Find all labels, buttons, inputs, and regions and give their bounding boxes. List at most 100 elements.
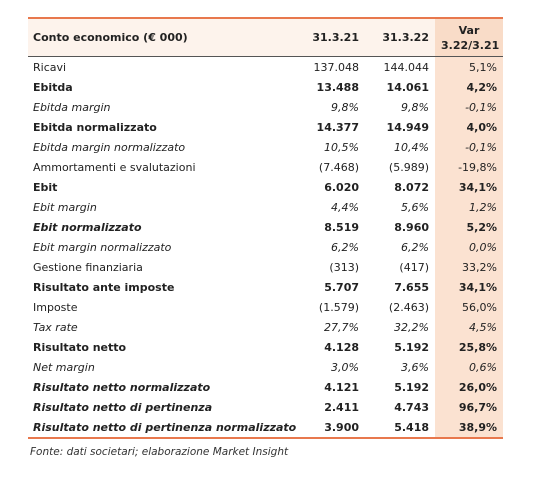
cell-value: 4.121 — [324, 380, 359, 394]
cell-value: 33,2% — [435, 257, 503, 277]
cell-value: 25,8% — [435, 337, 503, 357]
table-row: Ebitda margin 9,8% 9,8% -0,1% — [28, 97, 503, 117]
cell-value: 14.949 — [386, 120, 429, 134]
cell-value: (2.463) — [388, 300, 429, 314]
cell-value: 8.519 — [324, 220, 359, 234]
row-label: Risultato netto — [33, 340, 127, 354]
table-row: Risultato netto di pertinenza normalizza… — [28, 417, 503, 439]
cell-value: 0,0% — [435, 237, 503, 257]
table-row: Ricavi 137.048 144.044 5,1% — [28, 56, 503, 77]
row-label: Ricavi — [33, 60, 67, 74]
cell-value: 10,5% — [324, 140, 359, 154]
cell-value: 26,0% — [435, 377, 503, 397]
header-text: 3.22/3.21 — [441, 38, 500, 52]
cell-value: 6,2% — [331, 240, 359, 254]
header-row: Conto economico (€ 000) 31.3.21 31.3.22 … — [28, 17, 503, 57]
row-label: Risultato netto normalizzato — [33, 380, 211, 394]
cell-value: 3,6% — [401, 360, 429, 374]
row-label: Ebit normalizzato — [33, 220, 142, 234]
cell-value: 5,6% — [401, 200, 429, 214]
table-row: Ebit 6.020 8.072 34,1% — [28, 177, 503, 197]
cell-value: (1.579) — [318, 300, 359, 314]
row-label: Ebitda — [33, 80, 73, 94]
row-label: Ebitda normalizzato — [33, 120, 157, 134]
cell-value: 4,5% — [435, 317, 503, 337]
cell-value: 34,1% — [435, 277, 503, 297]
cell-value: 3,0% — [331, 360, 359, 374]
cell-value: 4.743 — [394, 400, 429, 414]
cell-value: 5.418 — [365, 417, 435, 439]
cell-value: (313) — [329, 260, 359, 274]
cell-value: 5.192 — [394, 340, 429, 354]
header-cell: Var 3.22/3.21 — [435, 17, 503, 57]
row-label: Ebit margin — [33, 200, 97, 214]
row-label: Imposte — [33, 300, 78, 314]
cell-value: 1,2% — [435, 197, 503, 217]
cell-value: 14.377 — [316, 120, 359, 134]
footnote: Fonte: dati societari; elaborazione Mark… — [30, 446, 289, 458]
row-label: Risultato netto di pertinenza — [33, 400, 213, 414]
table-row: Ammortamenti e svalutazioni (7.468) (5.989… — [28, 157, 503, 177]
header-cell: Conto economico (€ 000) — [28, 17, 305, 57]
cell-value: 5.707 — [324, 280, 359, 294]
row-label: Net margin — [33, 360, 95, 374]
cell-value: 13.488 — [316, 80, 359, 94]
row-label: Ebitda margin normalizzato — [33, 140, 186, 154]
cell-value: 4,2% — [435, 77, 503, 97]
table-row: Imposte (1.579) (2.463) 56,0% — [28, 297, 503, 317]
table-row: Ebitda margin normalizzato 10,5% 10,4% -0,1… — [28, 137, 503, 157]
row-label: Tax rate — [33, 320, 78, 334]
cell-value: 34,1% — [435, 177, 503, 197]
cell-value: 9,8% — [331, 100, 359, 114]
cell-value: 5,1% — [435, 56, 503, 77]
row-label: Ebit — [33, 180, 58, 194]
table-body: Ricavi 137.048 144.044 5,1% Ebitda 13.488 14.0… — [28, 56, 503, 439]
row-label: Ammortamenti e svalutazioni — [33, 160, 196, 174]
table-row: Risultato netto 4.128 5.192 25,8% — [28, 337, 503, 357]
table-row: Gestione finanziaria (313) (417) 33,2% — [28, 257, 503, 277]
row-label: Ebit margin normalizzato — [33, 240, 172, 254]
cell-value: 32,2% — [394, 320, 429, 334]
cell-value: 4,0% — [435, 117, 503, 137]
cell-value: 10,4% — [394, 140, 429, 154]
cell-value: 137.048 — [313, 60, 360, 74]
cell-value: 4.128 — [324, 340, 359, 354]
cell-value: 8.072 — [394, 180, 429, 194]
cell-value: 4,4% — [331, 200, 359, 214]
cell-value: 3.900 — [305, 417, 365, 439]
cell-value: 27,7% — [324, 320, 359, 334]
cell-value: 7.655 — [394, 280, 429, 294]
cell-value: (417) — [399, 260, 429, 274]
cell-value: 6.020 — [324, 180, 359, 194]
cell-value: 9,8% — [401, 100, 429, 114]
row-label: Ebitda margin — [33, 100, 111, 114]
cell-value: 5,2% — [435, 217, 503, 237]
cell-value: 56,0% — [435, 297, 503, 317]
table-row: Tax rate 27,7% 32,2% 4,5% — [28, 317, 503, 337]
cell-value: 2.411 — [324, 400, 359, 414]
cell-value: 0,6% — [435, 357, 503, 377]
cell-value: -19,8% — [435, 157, 503, 177]
cell-value: 8.960 — [394, 220, 429, 234]
row-label: Risultato netto di pertinenza normalizza… — [28, 417, 305, 439]
cell-value: -0,1% — [435, 97, 503, 117]
cell-value: (5.989) — [388, 160, 429, 174]
table-row: Net margin 3,0% 3,6% 0,6% — [28, 357, 503, 377]
row-label: Gestione finanziaria — [33, 260, 143, 274]
cell-value: 38,9% — [435, 417, 503, 439]
income-table: Conto economico (€ 000) 31.3.21 31.3.22 … — [28, 17, 503, 439]
table-row: Ebit margin 4,4% 5,6% 1,2% — [28, 197, 503, 217]
table-row: Ebitda 13.488 14.061 4,2% — [28, 77, 503, 97]
table-row: Risultato netto normalizzato 4.121 5.192 26… — [28, 377, 503, 397]
cell-value: 6,2% — [401, 240, 429, 254]
cell-value: 14.061 — [386, 80, 429, 94]
cell-value: -0,1% — [435, 137, 503, 157]
table-row: Ebit margin normalizzato 6,2% 6,2% 0,0% — [28, 237, 503, 257]
header-cell: 31.3.22 — [365, 17, 435, 57]
table-row: Risultato netto di pertinenza 2.411 4.743 9… — [28, 397, 503, 417]
row-label: Risultato ante imposte — [33, 280, 175, 294]
header-cell: 31.3.21 — [305, 17, 365, 57]
cell-value: 96,7% — [435, 397, 503, 417]
table-row: Ebit normalizzato 8.519 8.960 5,2% — [28, 217, 503, 237]
